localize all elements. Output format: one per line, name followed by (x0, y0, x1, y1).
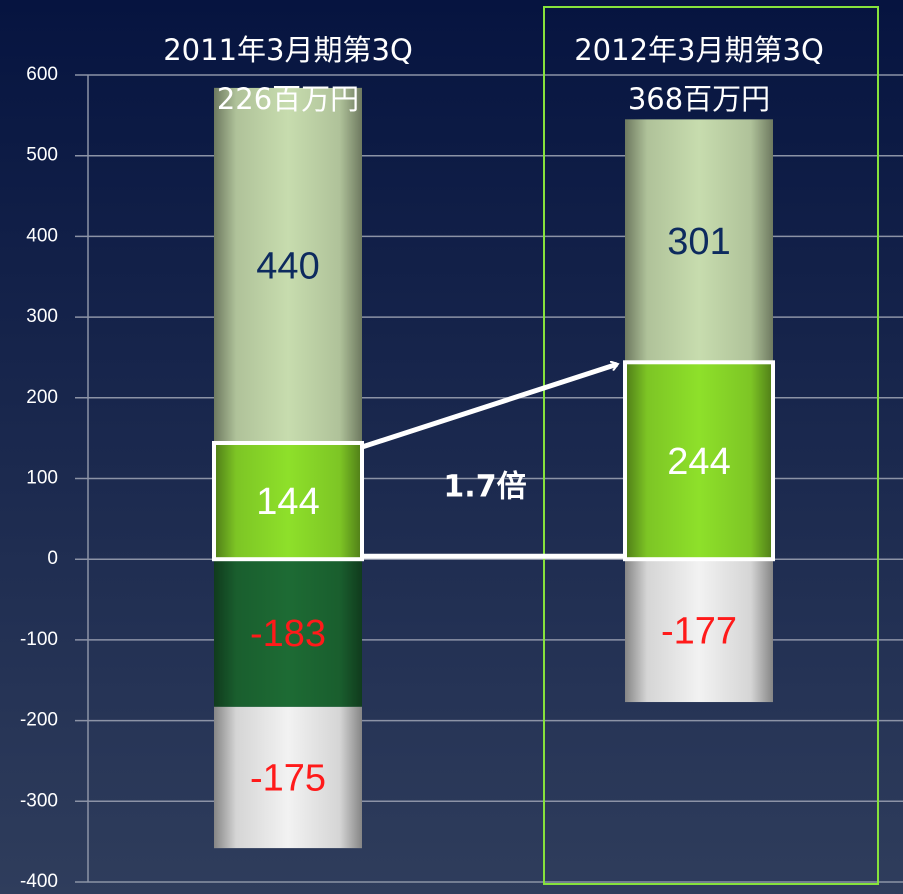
bar-shade (214, 706, 362, 849)
value-label: 440 (256, 245, 319, 287)
highlight-box (623, 360, 775, 562)
y-tick-label: -200 (20, 710, 58, 731)
bar-shade (625, 559, 773, 703)
y-tick-label: 300 (26, 306, 58, 327)
value-label: -183 (250, 613, 326, 655)
y-tick-label: 400 (26, 225, 58, 246)
bar-shade (214, 87, 362, 443)
y-tick-label: -100 (20, 629, 58, 650)
y-tick-label: 0 (47, 548, 58, 569)
bar-shade (214, 559, 362, 707)
value-label: -175 (250, 758, 326, 800)
y-tick-label: -300 (20, 790, 58, 811)
bar-shade (214, 442, 362, 560)
highlight-frame (543, 6, 879, 885)
total-label: 226百万円 (217, 82, 359, 116)
y-tick-label: 100 (26, 468, 58, 489)
y-tick-label: -400 (20, 871, 58, 892)
value-label: 144 (256, 481, 319, 523)
value-label: -177 (661, 611, 737, 653)
y-tick-label: 600 (26, 64, 58, 85)
annotation: 1.7倍 (443, 470, 526, 505)
total-label: 368百万円 (628, 82, 770, 116)
value-label: 244 (667, 441, 730, 483)
growth-arrow (361, 364, 617, 450)
value-label: 301 (667, 221, 730, 263)
category-label: 2012年3月期第3Q (574, 33, 824, 67)
bar-shade (625, 119, 773, 363)
bar-shade (625, 362, 773, 560)
category-label: 2011年3月期第3Q (163, 33, 413, 67)
highlight-box (212, 440, 364, 562)
y-tick-label: 200 (26, 387, 58, 408)
y-tick-label: 500 (26, 145, 58, 166)
